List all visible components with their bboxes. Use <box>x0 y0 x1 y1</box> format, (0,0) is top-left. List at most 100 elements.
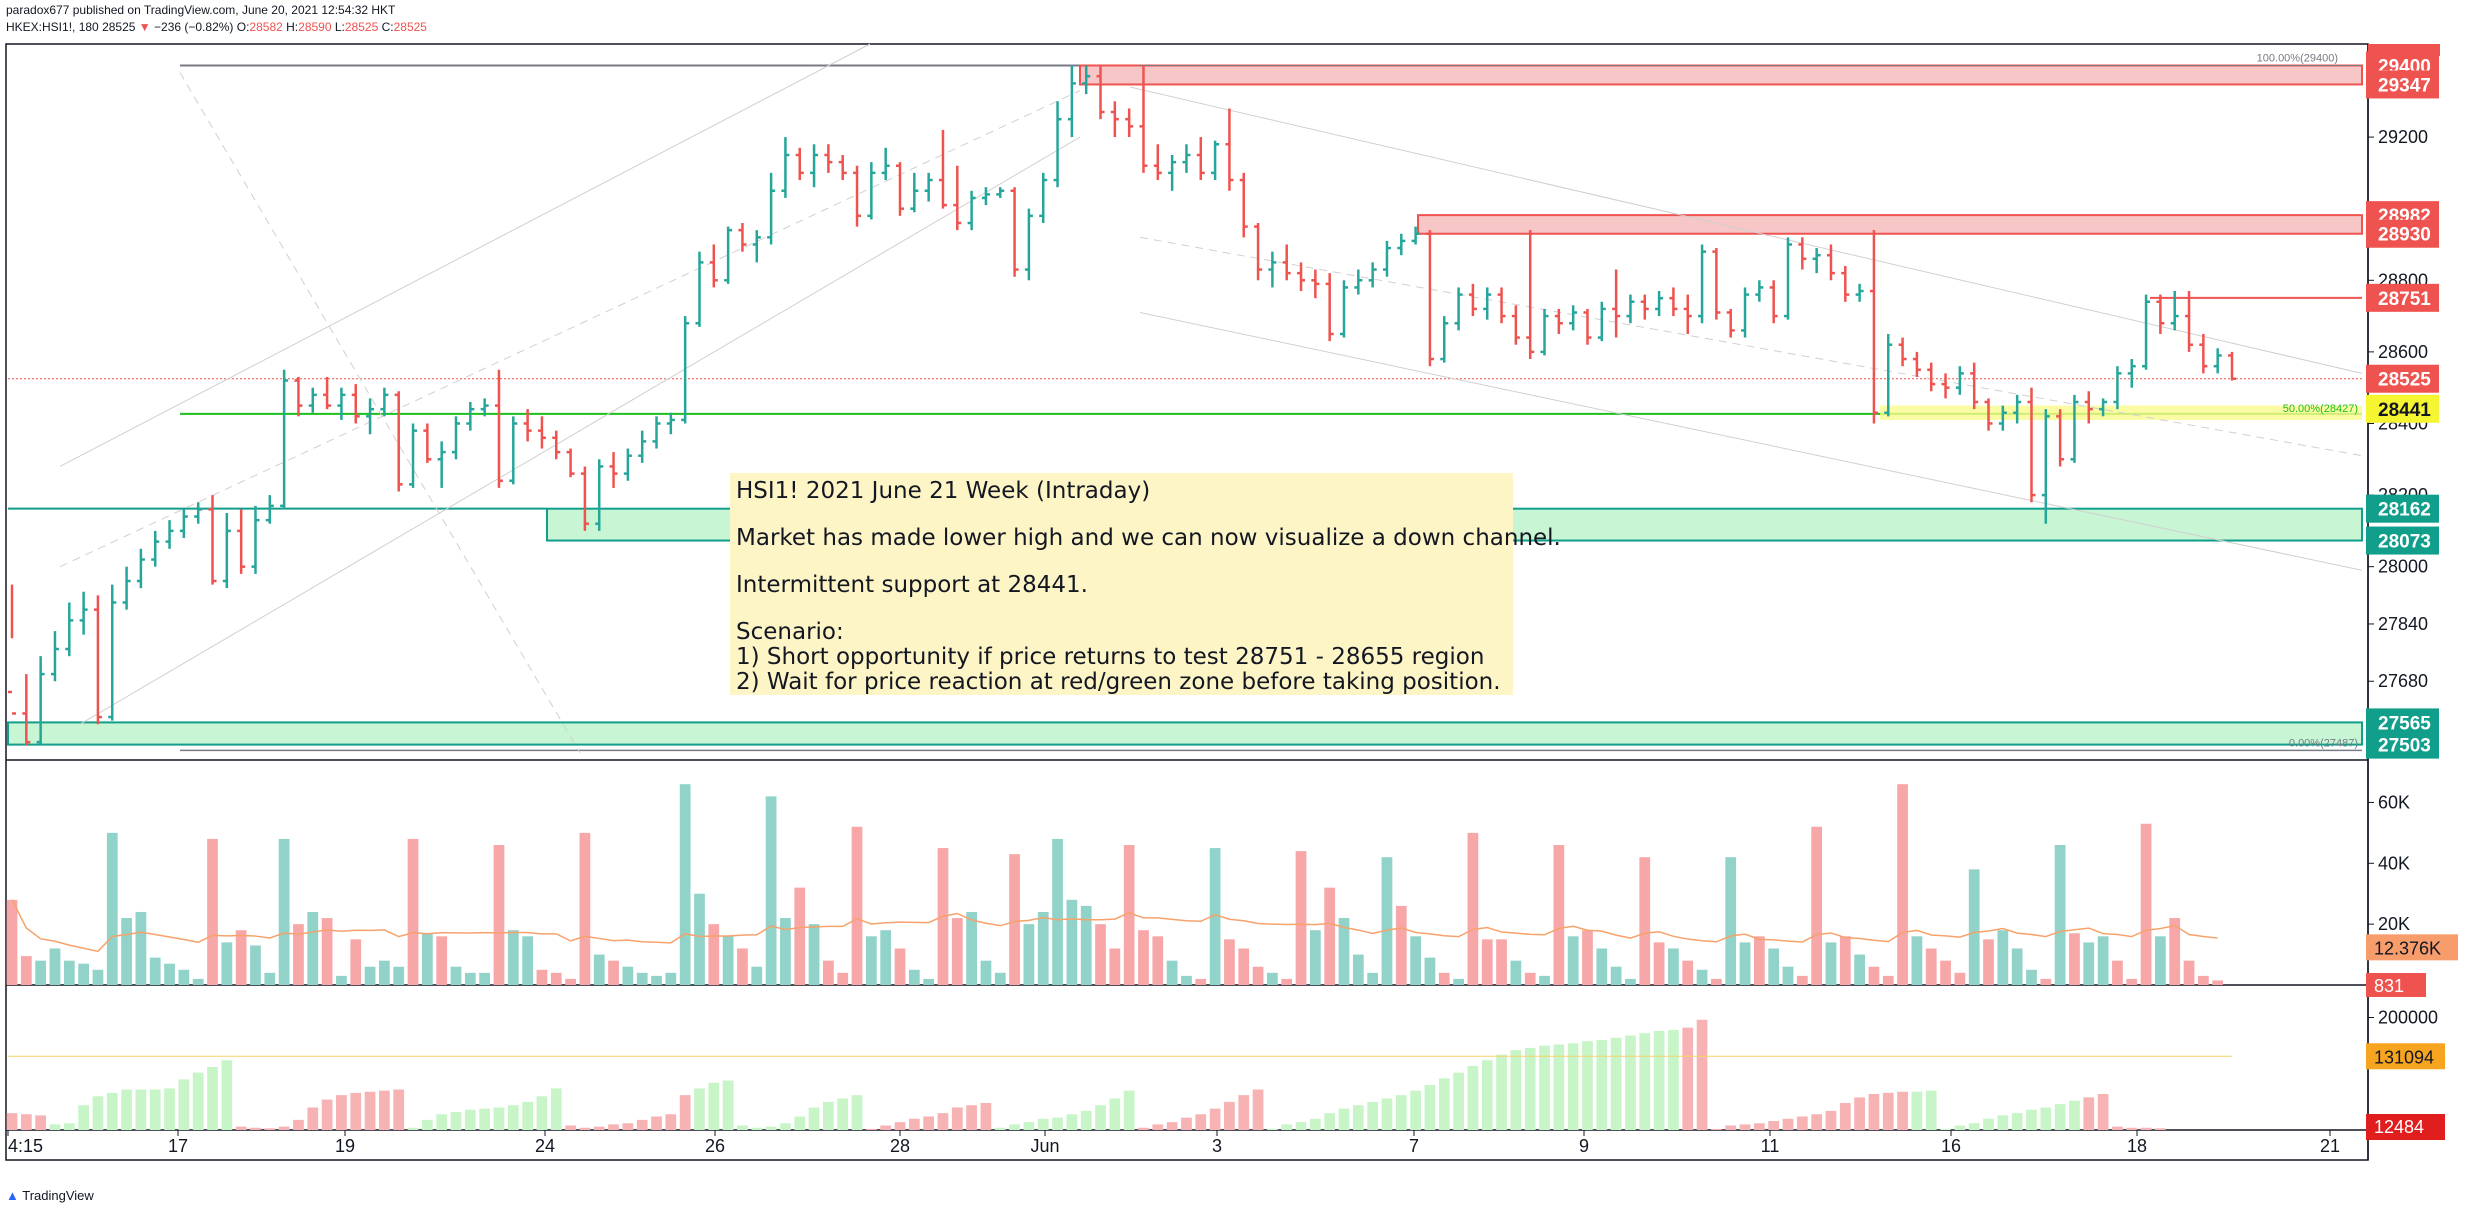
volume-bar <box>780 918 791 985</box>
ohlc-bar <box>1325 273 1334 342</box>
volume-bar <box>1138 930 1149 985</box>
cumulative-bar <box>994 1127 1006 1130</box>
ohlc-bar <box>351 384 360 424</box>
cumulative-bar <box>106 1092 118 1130</box>
cumulative-bar <box>2040 1107 2052 1130</box>
volume-bar <box>264 972 276 985</box>
cumulative-bar <box>121 1089 132 1130</box>
cumulative-bar <box>1209 1108 1221 1130</box>
ohlc-bar <box>308 387 317 413</box>
publisher-line: paradox677 published on TradingView.com,… <box>6 3 396 17</box>
volume-bar <box>464 972 476 985</box>
cumulative-bar <box>636 1119 648 1130</box>
price-level-label: 29347 <box>2378 75 2431 96</box>
ohlc-bar <box>738 223 747 252</box>
cumulative-bar <box>6 1113 18 1130</box>
ohlc-bar <box>1440 316 1449 363</box>
volume-bar <box>1352 954 1364 985</box>
ohlc-bar <box>2041 409 2050 524</box>
ohlc-bar <box>1311 269 1320 299</box>
volume-bar <box>593 954 605 985</box>
support-zone-bottom <box>7 721 2363 746</box>
symbol-label[interactable]: HKEX:HSI1!, 180 <box>6 20 99 34</box>
volume-bar <box>1768 948 1780 985</box>
volume-bar <box>1711 978 1722 985</box>
volume-bar <box>1682 960 1694 985</box>
volume-bar <box>2183 960 2195 985</box>
footer-brand[interactable]: ▲ TradingView <box>6 1188 94 1203</box>
ohlc-bar <box>2170 291 2179 331</box>
ohlc-bar <box>251 505 260 574</box>
volume-bar <box>1839 936 1851 985</box>
volume-bar <box>149 957 161 985</box>
ohlc-bar <box>323 376 332 410</box>
low-label: L: <box>334 20 345 34</box>
ohlc-bar <box>1425 230 1434 367</box>
volume-bar <box>636 972 648 985</box>
volume-bar <box>1424 957 1436 985</box>
volume-bar <box>1109 948 1121 985</box>
cumulative-bar <box>1109 1098 1121 1130</box>
ohlc-bar <box>1984 398 1993 431</box>
volume-bar <box>450 966 462 985</box>
ohlc-bar <box>681 316 690 424</box>
down-channel-top <box>1129 86 2363 374</box>
tradingview-logo-icon: ▲ <box>6 1188 19 1203</box>
volume-bar <box>1481 939 1493 985</box>
ohlc-bar <box>480 398 489 417</box>
volume-bar <box>493 845 505 985</box>
cumulative-bar <box>1367 1101 1379 1130</box>
volume-bar <box>1739 942 1751 985</box>
volume-bar <box>679 784 691 985</box>
ohlc-bar <box>409 423 418 488</box>
ohlc-bar <box>1626 294 1635 324</box>
cumulative-bar <box>135 1089 147 1130</box>
cumulative-bar <box>192 1072 204 1130</box>
ohlc-bar <box>208 495 217 585</box>
cumulative-bar <box>49 1124 61 1130</box>
volume-bar <box>1696 969 1708 985</box>
volume-bar <box>63 960 75 985</box>
volume-bar <box>894 948 906 985</box>
ohlc-bar <box>93 595 102 725</box>
cumulative-bar <box>1768 1121 1780 1130</box>
volume-bar <box>2097 936 2109 985</box>
ohlc-bar <box>222 512 231 589</box>
cumulative-bar <box>507 1105 519 1130</box>
cumulative-bar <box>92 1096 104 1130</box>
cumulative-bar <box>1195 1114 1207 1130</box>
ohlc-bar <box>1182 144 1191 173</box>
volume-bar <box>722 936 734 985</box>
analysis-note[interactable]: HSI1! 2021 June 21 Week (Intraday) Marke… <box>730 473 1561 695</box>
volume-bar <box>1925 948 1937 985</box>
cumulative-bar <box>1911 1091 1923 1130</box>
note-line-1: Market has made lower high and we can no… <box>736 525 1561 551</box>
volume-bar <box>1324 887 1336 985</box>
ohlc-bar <box>1411 226 1420 245</box>
cumulative-last-label: 12484 <box>2374 1117 2424 1137</box>
volume-bar <box>1066 899 1078 985</box>
axis-layer: HKD2920028800286002840028200280002784027… <box>7 44 2458 1156</box>
ohlc-bar <box>1683 294 1692 334</box>
cumulative-bar <box>808 1107 820 1130</box>
cumulative-bar <box>1539 1045 1550 1130</box>
volume-bar <box>2083 942 2095 985</box>
ohlc-bar <box>795 147 804 181</box>
volume-bar <box>336 975 347 985</box>
ohlc-bar <box>1769 280 1778 324</box>
price-level-label: 27503 <box>2378 736 2431 757</box>
ohlc-bar <box>666 412 675 435</box>
cumulative-bar <box>1424 1085 1436 1130</box>
ohlc-bar <box>824 144 833 173</box>
ohlc-bar <box>1597 301 1606 342</box>
cumulative-bar <box>1352 1105 1364 1130</box>
ohlc-bar <box>810 144 819 188</box>
volume-bar <box>1653 942 1665 985</box>
volume-bar <box>364 966 376 985</box>
time-tick-label: 17 <box>168 1136 188 1156</box>
volume-bar <box>1796 975 1808 985</box>
price-bars-layer <box>8 65 2236 746</box>
ohlc-bar <box>2099 398 2108 417</box>
cumulative-bar <box>722 1080 734 1130</box>
volume-bar <box>250 945 261 985</box>
